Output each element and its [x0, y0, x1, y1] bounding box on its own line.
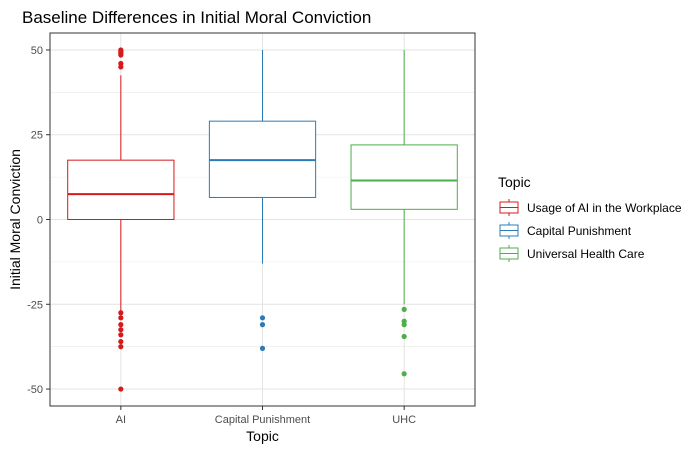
- outlier-point: [401, 322, 407, 328]
- legend-key: [499, 222, 519, 239]
- y-tick-label: 50: [31, 45, 43, 57]
- outlier-point: [118, 338, 124, 345]
- legend-label: Usage of AI in the Workplace: [527, 201, 682, 215]
- outlier-point: [118, 332, 124, 338]
- legend: Topic Usage of AI in the Workplace Capita…: [498, 174, 682, 262]
- outlier-point: [118, 322, 124, 328]
- box-capital-punishment: [208, 49, 317, 351]
- x-tick-label: AI: [116, 414, 126, 426]
- x-tick-label: UHC: [392, 414, 416, 426]
- outlier-point: [118, 47, 124, 53]
- iqr-box: [350, 144, 458, 210]
- y-axis-title: Initial Moral Conviction: [7, 149, 23, 290]
- x-axis-title: Topic: [246, 428, 279, 444]
- y-tick-label: -25: [27, 299, 43, 311]
- chart-title: Baseline Differences in Initial Moral Co…: [22, 8, 371, 27]
- legend-label: Capital Punishment: [527, 224, 632, 238]
- legend-label: Universal Health Care: [527, 247, 645, 261]
- y-tick-label: 0: [37, 215, 43, 227]
- iqr-box: [67, 159, 175, 220]
- outlier-point: [259, 322, 266, 328]
- outlier-point: [401, 371, 407, 377]
- legend-key: [499, 199, 519, 216]
- outlier-point: [401, 306, 407, 312]
- outlier-point: [259, 345, 266, 351]
- x-tick-label: Capital Punishment: [215, 414, 310, 426]
- axes: 50 25 0 -25 -50 AI Capital Punishment UHC: [27, 45, 416, 426]
- outlier-point: [118, 327, 124, 333]
- box-uhc: [350, 49, 458, 377]
- outlier-point: [259, 315, 266, 321]
- legend-key: [499, 245, 519, 262]
- outlier-point: [401, 333, 407, 340]
- outlier-point: [118, 386, 124, 392]
- outlier-point: [118, 60, 124, 67]
- box-ai: [67, 47, 175, 392]
- legend-title: Topic: [498, 174, 531, 190]
- outlier-point: [118, 310, 124, 316]
- y-tick-label: -50: [27, 384, 43, 396]
- outlier-point: [118, 344, 124, 350]
- boxes: [67, 47, 458, 392]
- outlier-point: [118, 315, 124, 321]
- y-tick-label: 25: [31, 130, 43, 142]
